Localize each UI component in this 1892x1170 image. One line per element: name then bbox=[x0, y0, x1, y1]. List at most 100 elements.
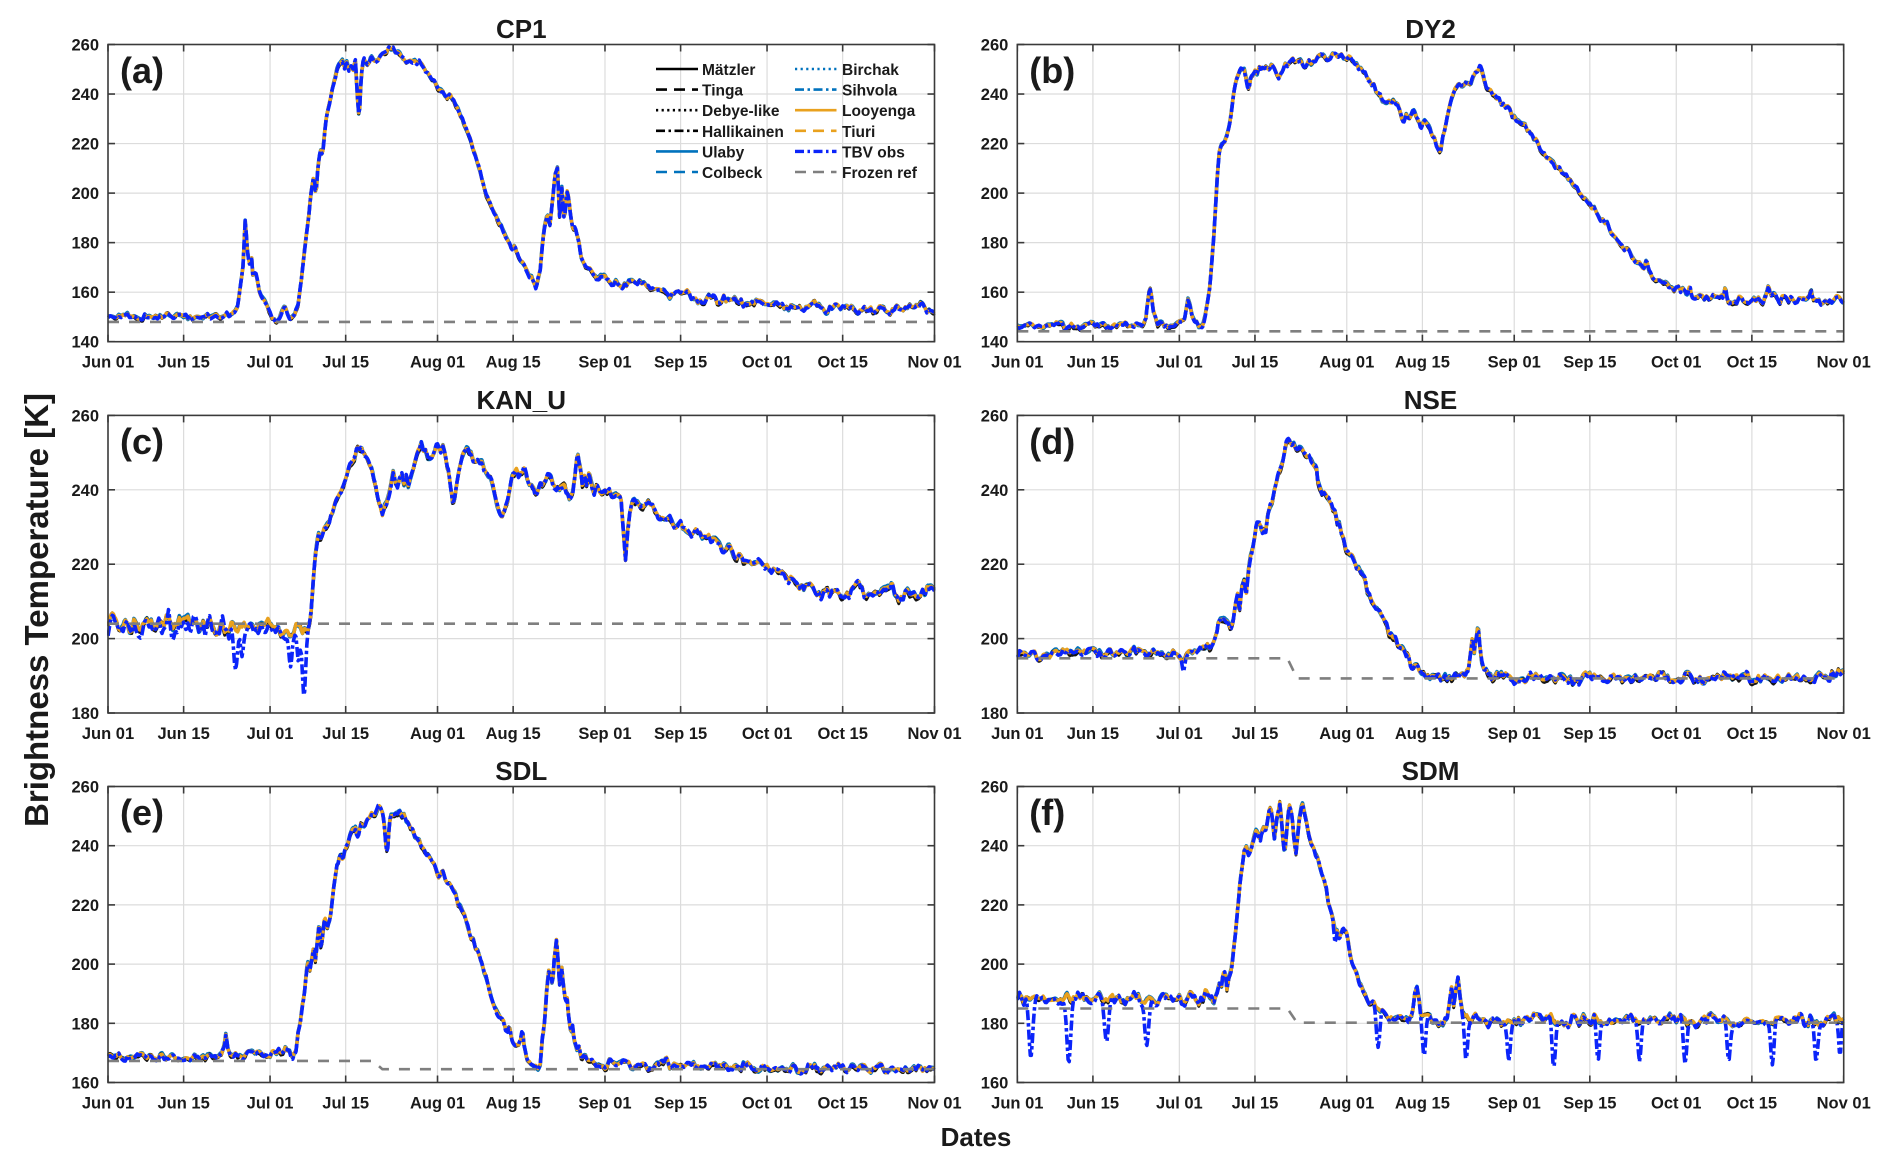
svg-text:160: 160 bbox=[981, 1075, 1009, 1093]
svg-text:Jul 01: Jul 01 bbox=[1156, 1095, 1203, 1113]
svg-text:200: 200 bbox=[71, 956, 99, 974]
svg-text:Jun 15: Jun 15 bbox=[1067, 1095, 1119, 1113]
svg-text:200: 200 bbox=[981, 956, 1009, 974]
svg-text:220: 220 bbox=[71, 556, 99, 574]
svg-text:240: 240 bbox=[981, 482, 1009, 500]
svg-text:Nov 01: Nov 01 bbox=[907, 725, 961, 743]
svg-text:Sep 01: Sep 01 bbox=[578, 725, 631, 743]
svg-text:Sihvola: Sihvola bbox=[842, 83, 898, 100]
svg-text:240: 240 bbox=[71, 86, 99, 104]
svg-text:Jul 01: Jul 01 bbox=[247, 725, 294, 743]
svg-text:(e): (e) bbox=[120, 792, 164, 833]
svg-text:Jul 15: Jul 15 bbox=[322, 1095, 369, 1113]
svg-text:160: 160 bbox=[981, 284, 1009, 302]
svg-text:Aug 15: Aug 15 bbox=[1395, 1095, 1450, 1113]
svg-text:220: 220 bbox=[981, 897, 1009, 915]
svg-text:260: 260 bbox=[981, 779, 1009, 797]
svg-text:Oct 01: Oct 01 bbox=[1651, 725, 1701, 743]
svg-text:Oct 01: Oct 01 bbox=[742, 354, 792, 372]
svg-text:(c): (c) bbox=[120, 421, 164, 462]
svg-text:Oct 15: Oct 15 bbox=[817, 1095, 867, 1113]
svg-text:Jun 15: Jun 15 bbox=[157, 354, 209, 372]
svg-text:Jul 01: Jul 01 bbox=[1156, 354, 1203, 372]
svg-text:Sep 15: Sep 15 bbox=[1563, 725, 1616, 743]
svg-text:Oct 01: Oct 01 bbox=[1651, 354, 1701, 372]
svg-text:Aug 01: Aug 01 bbox=[410, 1095, 465, 1113]
svg-text:(f): (f) bbox=[1029, 792, 1065, 833]
svg-text:200: 200 bbox=[981, 185, 1009, 203]
svg-text:DY2: DY2 bbox=[1405, 14, 1456, 44]
svg-text:SDM: SDM bbox=[1402, 756, 1460, 786]
svg-text:Nov 01: Nov 01 bbox=[907, 354, 961, 372]
svg-text:Sep 15: Sep 15 bbox=[1563, 354, 1616, 372]
svg-text:Aug 01: Aug 01 bbox=[410, 725, 465, 743]
svg-text:180: 180 bbox=[981, 705, 1009, 723]
svg-text:Oct 01: Oct 01 bbox=[1651, 1095, 1701, 1113]
svg-text:140: 140 bbox=[71, 334, 99, 352]
svg-text:Jul 01: Jul 01 bbox=[247, 354, 294, 372]
svg-text:Aug 15: Aug 15 bbox=[1395, 725, 1450, 743]
svg-text:(a): (a) bbox=[120, 50, 164, 91]
svg-text:Jul 01: Jul 01 bbox=[1156, 725, 1203, 743]
svg-text:220: 220 bbox=[71, 136, 99, 154]
svg-text:Looyenga: Looyenga bbox=[842, 103, 916, 120]
svg-text:220: 220 bbox=[981, 136, 1009, 154]
svg-text:200: 200 bbox=[71, 631, 99, 649]
svg-text:260: 260 bbox=[981, 37, 1009, 55]
svg-text:Hallikainen: Hallikainen bbox=[702, 124, 784, 141]
svg-text:Jun 01: Jun 01 bbox=[991, 1095, 1043, 1113]
svg-text:240: 240 bbox=[981, 86, 1009, 104]
svg-text:TBV obs: TBV obs bbox=[842, 144, 905, 161]
svg-text:Aug 01: Aug 01 bbox=[410, 354, 465, 372]
svg-text:Oct 15: Oct 15 bbox=[1727, 354, 1777, 372]
svg-text:Sep 15: Sep 15 bbox=[654, 354, 707, 372]
svg-text:Sep 01: Sep 01 bbox=[578, 354, 631, 372]
svg-text:Sep 01: Sep 01 bbox=[1488, 354, 1541, 372]
svg-text:Mätzler: Mätzler bbox=[702, 62, 755, 79]
svg-text:Sep 01: Sep 01 bbox=[1488, 1095, 1541, 1113]
svg-text:Tinga: Tinga bbox=[702, 83, 743, 100]
svg-text:Jun 15: Jun 15 bbox=[1067, 725, 1119, 743]
svg-text:160: 160 bbox=[71, 284, 99, 302]
svg-text:Jun 15: Jun 15 bbox=[157, 1095, 209, 1113]
svg-text:260: 260 bbox=[71, 407, 99, 425]
svg-text:240: 240 bbox=[71, 482, 99, 500]
svg-text:Jun 15: Jun 15 bbox=[157, 725, 209, 743]
svg-text:180: 180 bbox=[71, 235, 99, 253]
svg-text:Oct 15: Oct 15 bbox=[1727, 725, 1777, 743]
svg-text:Tiuri: Tiuri bbox=[842, 124, 875, 141]
svg-text:NSE: NSE bbox=[1404, 385, 1457, 415]
svg-text:180: 180 bbox=[981, 235, 1009, 253]
svg-text:Nov 01: Nov 01 bbox=[907, 1095, 961, 1113]
svg-text:180: 180 bbox=[71, 1015, 99, 1033]
svg-text:Jun 01: Jun 01 bbox=[82, 354, 134, 372]
svg-text:Aug 15: Aug 15 bbox=[1395, 354, 1450, 372]
svg-text:260: 260 bbox=[71, 37, 99, 55]
svg-text:Oct 01: Oct 01 bbox=[742, 725, 792, 743]
svg-text:Jun 15: Jun 15 bbox=[1067, 354, 1119, 372]
svg-text:260: 260 bbox=[981, 407, 1009, 425]
svg-text:Dates: Dates bbox=[941, 1122, 1012, 1152]
svg-text:Jun 01: Jun 01 bbox=[991, 725, 1043, 743]
svg-text:SDL: SDL bbox=[495, 756, 547, 786]
svg-text:Sep 15: Sep 15 bbox=[654, 1095, 707, 1113]
svg-text:Sep 15: Sep 15 bbox=[1563, 1095, 1616, 1113]
svg-text:Ulaby: Ulaby bbox=[702, 144, 745, 161]
svg-text:160: 160 bbox=[71, 1075, 99, 1093]
svg-text:Sep 01: Sep 01 bbox=[578, 1095, 631, 1113]
svg-text:CP1: CP1 bbox=[496, 14, 547, 44]
svg-text:(b): (b) bbox=[1029, 50, 1075, 91]
svg-text:260: 260 bbox=[71, 779, 99, 797]
svg-text:Oct 15: Oct 15 bbox=[817, 725, 867, 743]
svg-text:Jun 01: Jun 01 bbox=[82, 1095, 134, 1113]
svg-text:Jul 15: Jul 15 bbox=[1232, 354, 1279, 372]
svg-text:180: 180 bbox=[71, 705, 99, 723]
svg-text:Oct 01: Oct 01 bbox=[742, 1095, 792, 1113]
svg-text:220: 220 bbox=[71, 897, 99, 915]
svg-text:Aug 15: Aug 15 bbox=[486, 725, 541, 743]
svg-text:220: 220 bbox=[981, 556, 1009, 574]
svg-text:Oct 15: Oct 15 bbox=[817, 354, 867, 372]
svg-text:Debye-like: Debye-like bbox=[702, 103, 780, 120]
svg-text:Aug 01: Aug 01 bbox=[1319, 1095, 1374, 1113]
svg-text:Jul 15: Jul 15 bbox=[1232, 725, 1279, 743]
